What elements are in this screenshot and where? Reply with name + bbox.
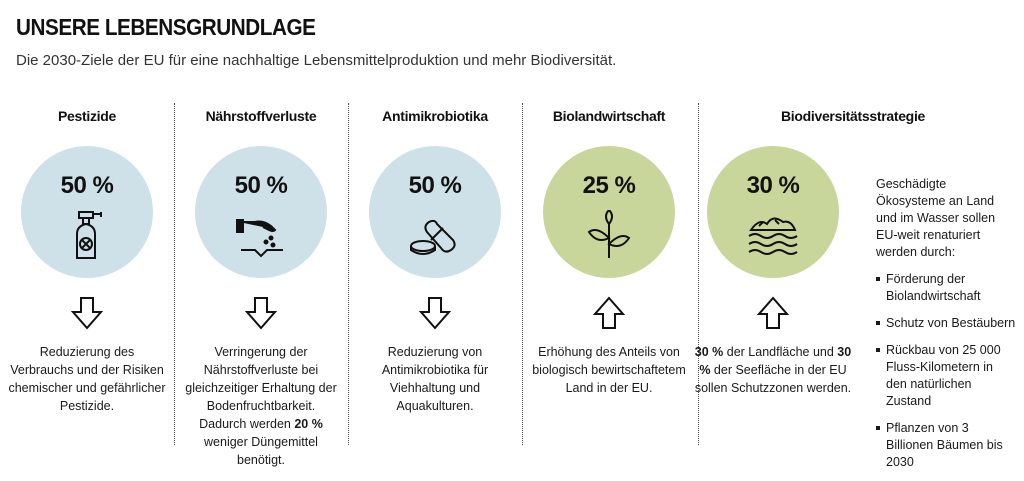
desc-highlight: 30 % bbox=[694, 345, 724, 359]
spray-bottle-icon bbox=[59, 210, 115, 260]
list-item: Pflanzen von 3 Billionen Bäumen bis 2030 bbox=[876, 420, 1016, 471]
column-description: 30 % der Landfläche und 30 % der Seefläc… bbox=[686, 343, 860, 397]
desc-text: der Landfläche und bbox=[723, 345, 838, 359]
percent-value: 50 % bbox=[60, 172, 114, 199]
desc-text: weniger Düngemittel benötigt. bbox=[204, 435, 318, 467]
arrow-down-icon bbox=[244, 296, 278, 330]
arrow-down-icon bbox=[418, 296, 452, 330]
list-item: Förderung der Biolandwirtschaft bbox=[876, 271, 1016, 305]
percent-circle: 25 % bbox=[543, 146, 675, 278]
list-item: Rückbau von 25 000 Fluss-Kilometern in d… bbox=[876, 342, 1016, 410]
percent-value: 25 % bbox=[582, 172, 636, 199]
percent-circle: 30 % bbox=[707, 146, 839, 278]
hand-seeds-icon bbox=[233, 210, 289, 260]
percent-value: 50 % bbox=[408, 172, 462, 199]
column-heading: Pestizide bbox=[58, 108, 116, 124]
desc-text: der Seefläche in der EU sollen Schutzzon… bbox=[694, 363, 852, 395]
side-panel: Geschädigte Ökosysteme an Land und im Wa… bbox=[876, 176, 1016, 481]
land-water-icon bbox=[745, 210, 801, 260]
column-separator bbox=[698, 103, 699, 445]
column-description: Reduzierung von Antimikrobiotika für Vie… bbox=[381, 345, 489, 413]
desc-highlight: 30 % bbox=[699, 345, 852, 377]
column-description: Verringerung der Nährstoffverluste bei g… bbox=[174, 343, 348, 469]
column-biodiversitaetsstrategie: Biodiversitätsstrategie 30 % 30 % der La… bbox=[686, 100, 926, 470]
column-biolandwirtschaft: Biolandwirtschaft 25 % Erhöhung des Ante… bbox=[522, 100, 696, 470]
side-list: Förderung der Biolandwirtschaft Schutz v… bbox=[876, 271, 1016, 471]
desc-highlight: 20 % bbox=[294, 417, 323, 431]
column-description: Erhöhung des Anteils von biologisch bewi… bbox=[532, 345, 686, 395]
percent-value: 50 % bbox=[234, 172, 288, 199]
column-pestizide: Pestizide 50 % Reduzierung des Verbrauch… bbox=[0, 100, 174, 470]
column-heading: Nährstoffverluste bbox=[205, 108, 317, 124]
column-description: Reduzierung des Verbrauchs und der Risik… bbox=[8, 345, 166, 413]
arrow-down-icon bbox=[70, 296, 104, 330]
page-title: UNSERE LEBENSGRUNDLAGE bbox=[16, 14, 316, 40]
column-separator bbox=[348, 103, 349, 445]
percent-value: 30 % bbox=[746, 172, 800, 199]
list-item: Schutz von Bestäubern bbox=[876, 315, 1016, 332]
percent-circle: 50 % bbox=[21, 146, 153, 278]
percent-circle: 50 % bbox=[195, 146, 327, 278]
column-heading: Biodiversitätsstrategie bbox=[780, 108, 926, 124]
page-subtitle: Die 2030-Ziele der EU für eine nachhalti… bbox=[16, 52, 617, 69]
desc-text: Verringerung der Nährstoffverluste bei g… bbox=[185, 345, 337, 431]
column-heading: Biolandwirtschaft bbox=[552, 108, 666, 124]
plant-icon bbox=[581, 208, 637, 260]
column-heading: Antimikrobiotika bbox=[382, 108, 488, 124]
arrow-up-icon bbox=[756, 296, 790, 330]
percent-circle: 50 % bbox=[369, 146, 501, 278]
column-separator bbox=[522, 103, 523, 445]
arrow-up-icon bbox=[592, 296, 626, 330]
pills-icon bbox=[407, 210, 463, 260]
column-separator bbox=[174, 103, 175, 445]
column-naehrstoffverluste: Nährstoffverluste 50 % Verringerung der … bbox=[174, 100, 348, 470]
side-intro: Geschädigte Ökosysteme an Land und im Wa… bbox=[876, 177, 996, 259]
column-antimikrobiotika: Antimikrobiotika 50 % Reduzierung von An… bbox=[348, 100, 522, 470]
